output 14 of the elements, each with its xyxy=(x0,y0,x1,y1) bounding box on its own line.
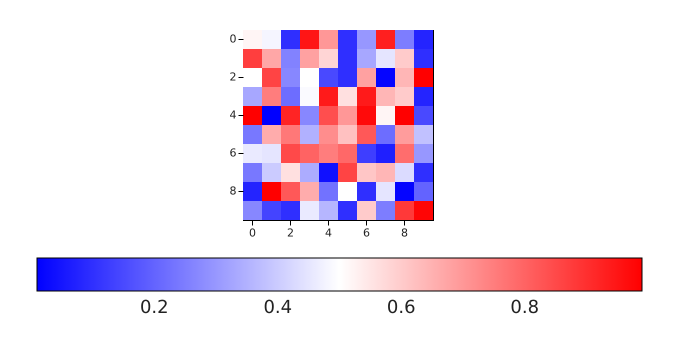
x-tick-label: 6 xyxy=(363,226,370,240)
y-tick-label: 2 xyxy=(230,70,236,84)
color-bar-label: 0.4 xyxy=(263,297,292,318)
x-tick-label: 8 xyxy=(401,226,408,240)
y-tick-label: 0 xyxy=(230,32,236,46)
color-bar-label: 0.8 xyxy=(510,297,540,318)
color-bar-label: 0.6 xyxy=(386,297,416,318)
x-tick-label: 4 xyxy=(325,226,332,240)
y-tick-label: 6 xyxy=(230,146,236,160)
y-tick-label: 4 xyxy=(230,108,236,122)
y-tick-label: 8 xyxy=(230,184,236,198)
x-tick-label: 2 xyxy=(287,226,294,240)
x-tick-label: 0 xyxy=(249,226,256,240)
color-bar-label: 0.2 xyxy=(140,297,169,318)
